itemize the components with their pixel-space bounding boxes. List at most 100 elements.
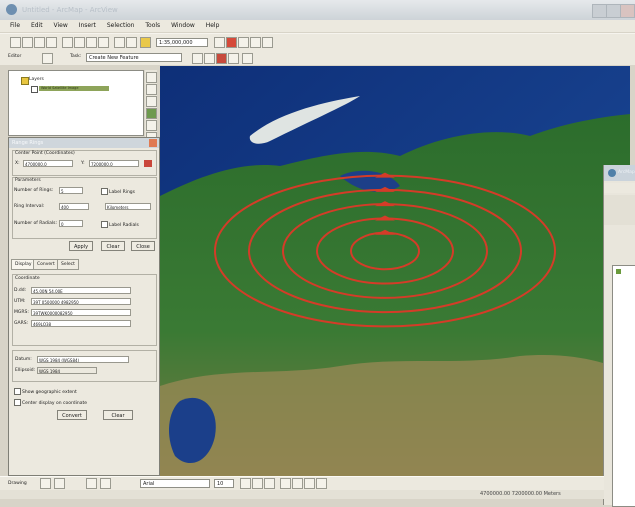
add-data-icon[interactable] xyxy=(140,37,151,48)
pan-icon[interactable] xyxy=(146,96,157,107)
delete-icon[interactable] xyxy=(98,37,109,48)
rectangle-icon[interactable] xyxy=(86,478,97,489)
editor-toolbar-icon[interactable] xyxy=(214,37,225,48)
radials-field[interactable]: 0 xyxy=(59,220,83,227)
copy-icon[interactable] xyxy=(74,37,85,48)
tab-convert[interactable]: Convert xyxy=(33,259,59,270)
second-window-title-bar[interactable]: ArcMap xyxy=(604,165,635,181)
rings-field[interactable]: 5 xyxy=(59,187,83,194)
undo-icon[interactable] xyxy=(114,37,125,48)
dialog-title-bar: Range Rings xyxy=(9,138,159,148)
range-rings-dialog: Range Rings Center Point (Coordinates) X… xyxy=(8,137,160,476)
redo-icon[interactable] xyxy=(126,37,137,48)
y-field[interactable]: 7200000.0 xyxy=(89,160,139,167)
whats-this-icon[interactable] xyxy=(262,37,273,48)
pick-point-icon[interactable] xyxy=(144,160,152,167)
line-color-icon[interactable] xyxy=(304,478,315,489)
standard-toolbar: 1:35,000,000 xyxy=(0,33,635,50)
map-display[interactable] xyxy=(160,66,630,476)
sketch-tool-icon[interactable] xyxy=(42,53,53,64)
menu-selection[interactable]: Selection xyxy=(106,22,135,29)
utm-label: UTM: xyxy=(14,299,26,304)
label-rings-checkbox[interactable]: Label Rings xyxy=(101,188,135,195)
scale-combo[interactable]: 1:35,000,000 xyxy=(156,38,208,47)
apply-button[interactable]: Apply xyxy=(69,241,93,251)
show-geo-extent-checkbox[interactable]: Show geographic extent xyxy=(14,388,77,395)
maximize-button[interactable] xyxy=(606,4,621,18)
command-line-icon[interactable] xyxy=(238,37,249,48)
select-elements-icon[interactable] xyxy=(40,478,51,489)
editor-toolbar: Editor Task: Create New Feature xyxy=(0,50,635,65)
datum-select[interactable]: WGS 1984 (WGS84) xyxy=(37,356,129,363)
menu-edit[interactable]: Edit xyxy=(30,22,43,29)
menu-file[interactable]: File xyxy=(10,22,21,29)
task-label: Task: xyxy=(70,54,82,59)
attributes-icon[interactable] xyxy=(204,53,215,64)
menu-bar: File Edit View Insert Selection Tools Wi… xyxy=(0,20,635,32)
layers-root-label[interactable]: Layers xyxy=(29,77,44,82)
layer-checkbox[interactable] xyxy=(31,86,38,93)
identify-icon[interactable] xyxy=(146,120,157,131)
font-size-combo[interactable]: 10 xyxy=(214,479,234,488)
editor-label[interactable]: Editor xyxy=(8,54,22,59)
menu-view[interactable]: View xyxy=(53,22,68,29)
label-radials-checkbox[interactable]: Label Radials xyxy=(101,221,139,228)
ring-label-marker xyxy=(375,229,395,235)
center-point-label: Center Point (Coordinates) xyxy=(15,151,75,156)
x-field[interactable]: 4700000.0 xyxy=(23,160,73,167)
menu-tools[interactable]: Tools xyxy=(145,22,161,29)
second-window: ArcMap xyxy=(603,165,635,507)
center-display-checkbox[interactable]: Center display on coordinate xyxy=(14,399,87,406)
menu-window[interactable]: Window xyxy=(171,22,195,29)
clear-button[interactable]: Clear xyxy=(101,241,125,251)
layer-world-satellite[interactable] xyxy=(39,86,109,91)
rings-label: Number of Rings: xyxy=(14,188,54,193)
new-icon[interactable] xyxy=(10,37,21,48)
close-button[interactable] xyxy=(620,4,635,18)
fill-color-icon[interactable] xyxy=(292,478,303,489)
font-color-icon[interactable] xyxy=(280,478,291,489)
bold-icon[interactable] xyxy=(240,478,251,489)
datum-group xyxy=(12,350,157,382)
close-dialog-button[interactable]: Close xyxy=(131,241,155,251)
italic-icon[interactable] xyxy=(252,478,263,489)
help-icon[interactable] xyxy=(250,37,261,48)
units-select[interactable]: Kilometers xyxy=(105,203,151,210)
utm-field[interactable]: 39T 0500000 4982950 xyxy=(31,298,131,305)
zoom-out-icon[interactable] xyxy=(146,84,157,95)
target-layer-icon[interactable] xyxy=(192,53,203,64)
full-extent-icon[interactable] xyxy=(146,108,157,119)
satellite-map xyxy=(160,66,630,476)
gars-field[interactable]: 469LQ38 xyxy=(31,320,131,327)
rotate-icon[interactable] xyxy=(54,478,65,489)
ring-label-marker xyxy=(375,201,395,207)
pencil-icon[interactable] xyxy=(228,53,239,64)
split-icon[interactable] xyxy=(242,53,253,64)
menu-insert[interactable]: Insert xyxy=(78,22,96,29)
marker-color-icon[interactable] xyxy=(316,478,327,489)
task-combo[interactable]: Create New Feature xyxy=(86,53,182,62)
dms-field[interactable]: 45.00N 54.00E xyxy=(31,287,131,294)
southern-steppe xyxy=(160,354,630,476)
underline-icon[interactable] xyxy=(264,478,275,489)
minimize-button[interactable] xyxy=(592,4,607,18)
text-icon[interactable] xyxy=(100,478,111,489)
tab-display[interactable]: Display xyxy=(11,259,36,270)
paste-icon[interactable] xyxy=(86,37,97,48)
arctoolbox-icon[interactable] xyxy=(226,37,237,48)
zoom-in-icon[interactable] xyxy=(146,72,157,83)
mgrs-field[interactable]: 39TWK0000082950 xyxy=(31,309,131,316)
cut-icon[interactable] xyxy=(62,37,73,48)
convert-button[interactable]: Convert xyxy=(57,410,87,420)
menu-help[interactable]: Help xyxy=(205,22,220,29)
drawing-label[interactable]: Drawing xyxy=(8,481,27,486)
ring-interval-field[interactable]: 400 xyxy=(59,203,89,210)
font-combo[interactable]: Arial xyxy=(140,479,210,488)
save-icon[interactable] xyxy=(34,37,45,48)
tab-select[interactable]: Select xyxy=(57,259,79,270)
dialog-close-icon[interactable] xyxy=(149,139,157,147)
print-icon[interactable] xyxy=(46,37,57,48)
clear-coords-button[interactable]: Clear xyxy=(103,410,133,420)
edit-tool-icon[interactable] xyxy=(216,53,227,64)
open-icon[interactable] xyxy=(22,37,33,48)
